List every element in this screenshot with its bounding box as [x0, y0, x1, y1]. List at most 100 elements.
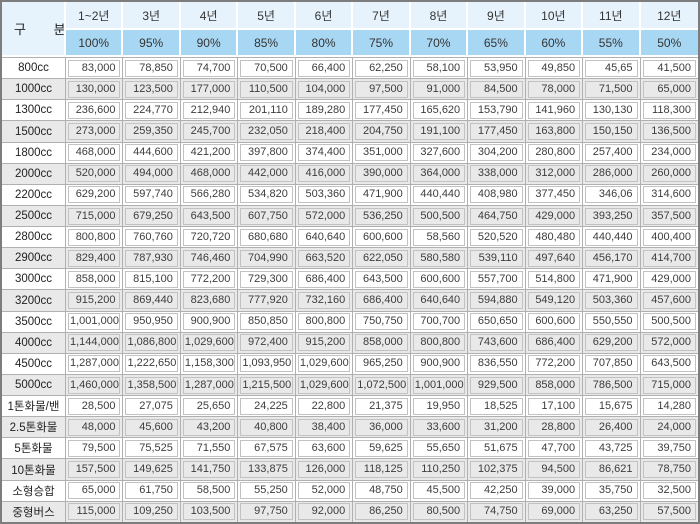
value: 471,900 — [585, 270, 638, 288]
value: 48,000 — [68, 418, 121, 436]
value: 71,550 — [182, 439, 236, 457]
value-cell: 750,750 — [353, 311, 411, 333]
value: 760,760 — [125, 228, 178, 246]
value-cell: 643,500 — [640, 354, 698, 375]
table-row: 3200cc 915,200 869,440 823,680 777,920 732,16… — [2, 290, 698, 312]
value-cell: 572,000 — [640, 333, 698, 354]
value-cell: 78,850 — [123, 57, 181, 80]
value: 1,093,950 — [240, 355, 293, 373]
value: 421,200 — [182, 144, 236, 162]
value-cell: 1,222,650 — [123, 353, 181, 375]
value: 79,500 — [68, 439, 121, 457]
value-cell: 1,086,800 — [123, 332, 181, 354]
value-cell: 929,500 — [468, 374, 526, 397]
row-label: 중형버스 — [2, 501, 66, 522]
value-cell: 720,720 — [180, 227, 239, 249]
value: 390,000 — [355, 165, 408, 183]
value: 1,072,500 — [355, 376, 408, 394]
value: 18,525 — [470, 397, 523, 415]
value-cell: 500,500 — [640, 312, 698, 333]
value-cell: 94,500 — [525, 459, 584, 481]
value-cell: 51,675 — [468, 438, 526, 460]
value: 1,086,800 — [125, 334, 178, 352]
value-cell: 58,500 — [180, 480, 239, 502]
value: 141,960 — [527, 101, 581, 119]
value: 346,06 — [585, 186, 638, 204]
value-cell: 110,500 — [238, 79, 296, 101]
value-cell: 800,800 — [66, 227, 124, 249]
year-header-cell: 4년 — [180, 2, 239, 30]
value-cell: 58,560 — [410, 227, 469, 249]
value: 869,440 — [125, 292, 178, 309]
row-label: 2000cc — [2, 163, 66, 185]
value-cell: 259,350 — [123, 121, 181, 143]
value: 273,000 — [68, 123, 121, 140]
row-label: 5톤화물 — [2, 438, 66, 460]
value-cell: 43,725 — [583, 438, 641, 460]
row-label: 1500cc — [2, 121, 66, 143]
value-cell: 314,600 — [640, 185, 698, 206]
row-label: 2800cc — [2, 227, 66, 249]
value-cell: 24,000 — [640, 417, 698, 439]
value-cell: 408,980 — [468, 184, 526, 206]
value: 67,575 — [240, 439, 293, 457]
row-label: 800cc — [2, 57, 66, 80]
value-cell: 965,250 — [353, 353, 411, 375]
value-cell: 92,000 — [296, 501, 354, 522]
value: 732,160 — [297, 292, 351, 309]
value: 640,640 — [412, 292, 466, 309]
value-cell: 165,620 — [410, 100, 469, 122]
value-cell: 141,750 — [180, 459, 239, 481]
value: 130,000 — [68, 80, 121, 98]
value: 786,500 — [585, 376, 638, 394]
value-cell: 53,950 — [468, 57, 526, 80]
year-header-cell: 8년 — [410, 2, 469, 30]
value: 456,170 — [585, 249, 638, 267]
value-cell: 746,460 — [180, 248, 239, 270]
value-cell: 534,820 — [238, 184, 296, 206]
table-row: 1500cc 273,000 259,350 245,700 232,050 218,40… — [2, 121, 698, 143]
value-cell: 497,640 — [525, 248, 584, 270]
value-cell: 950,950 — [123, 311, 181, 333]
value-cell: 25,650 — [180, 396, 239, 418]
percent-header-cell: 60% — [525, 30, 584, 57]
value: 92,000 — [297, 503, 351, 521]
value: 374,400 — [297, 144, 351, 162]
value-cell: 442,000 — [238, 163, 296, 185]
value: 364,000 — [412, 165, 466, 183]
value-cell: 18,525 — [468, 396, 526, 418]
value-cell: 471,900 — [583, 269, 641, 291]
value: 53,950 — [470, 59, 523, 77]
value: 58,560 — [412, 228, 466, 246]
value: 130,130 — [585, 101, 638, 119]
value: 915,200 — [297, 334, 351, 352]
value: 80,500 — [412, 503, 466, 521]
value-cell: 97,500 — [353, 79, 411, 101]
value: 729,300 — [240, 270, 293, 288]
percent-header-row: 100% 95% 90% 85% 80% 75% 70% 65% 60% 55% 50% — [2, 30, 698, 57]
value-cell: 607,750 — [238, 205, 296, 228]
value: 141,750 — [182, 461, 236, 478]
value-cell: 58,100 — [410, 57, 469, 80]
value: 39,000 — [527, 482, 581, 500]
value: 70,500 — [240, 59, 293, 77]
value-cell: 1,144,000 — [66, 332, 124, 354]
value: 40,800 — [240, 418, 293, 436]
value-cell: 858,000 — [66, 269, 124, 291]
value: 55,250 — [240, 482, 293, 500]
value-cell: 118,300 — [640, 100, 698, 122]
value: 1,158,300 — [182, 355, 236, 373]
value: 680,680 — [240, 228, 293, 246]
row-label: 1300cc — [2, 100, 66, 122]
value-cell: 163,800 — [525, 121, 584, 143]
value-cell: 704,990 — [238, 248, 296, 270]
row-label: 2500cc — [2, 205, 66, 228]
value: 45,65 — [585, 59, 638, 77]
value-cell: 1,029,600 — [295, 374, 354, 397]
value: 133,875 — [240, 461, 293, 478]
value-cell: 245,700 — [180, 121, 239, 143]
value: 972,400 — [240, 334, 293, 352]
value: 707,850 — [585, 355, 638, 373]
value-cell: 503,360 — [583, 290, 641, 312]
